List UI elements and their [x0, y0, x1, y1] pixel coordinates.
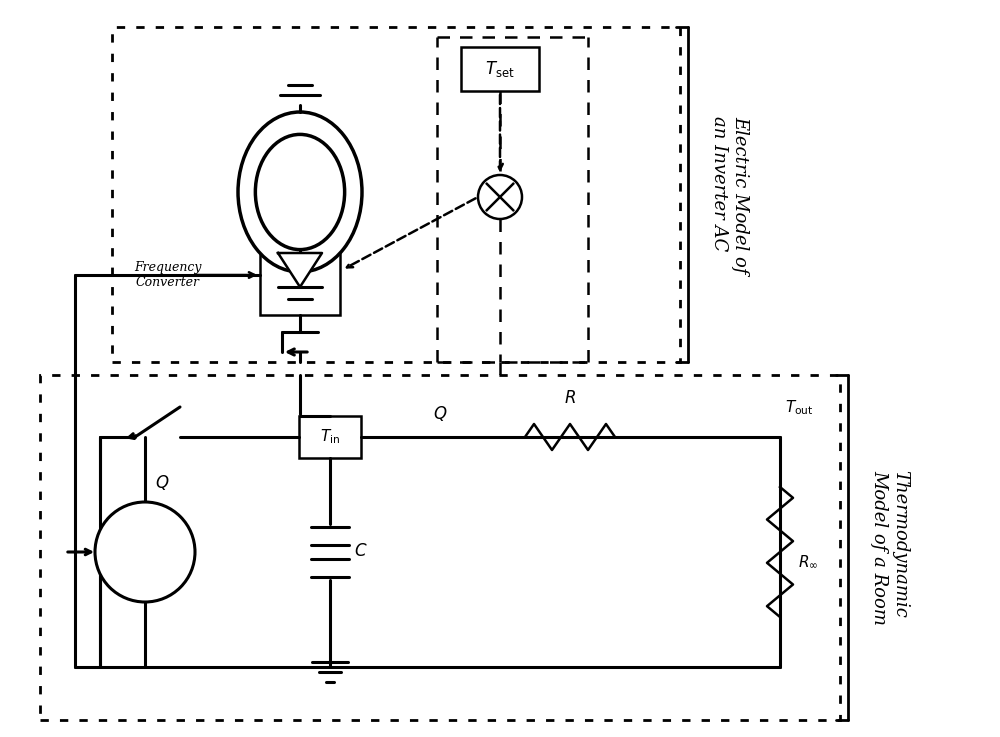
Circle shape [478, 175, 522, 219]
Text: $C$: $C$ [354, 543, 368, 561]
Circle shape [95, 502, 195, 602]
Bar [112, 27, 680, 362]
Bar [260, 235, 340, 315]
Polygon shape [278, 253, 322, 287]
Text: $R$: $R$ [564, 390, 576, 407]
Ellipse shape [238, 112, 362, 272]
Bar [299, 416, 361, 458]
Text: $T_{\mathrm{set}}$: $T_{\mathrm{set}}$ [485, 59, 515, 79]
Text: $R_{\infty}$: $R_{\infty}$ [798, 553, 818, 570]
Bar [40, 375, 840, 720]
Ellipse shape [255, 134, 345, 250]
Text: $T_{\mathrm{out}}$: $T_{\mathrm{out}}$ [785, 398, 814, 417]
Text: Thermodynamic
Model of a Room: Thermodynamic Model of a Room [870, 470, 909, 625]
Text: Electric Model of
an Inverter AC: Electric Model of an Inverter AC [710, 116, 749, 273]
Text: $T_{\mathrm{in}}$: $T_{\mathrm{in}}$ [320, 427, 340, 447]
Text: Frequency
Converter: Frequency Converter [134, 261, 202, 289]
Text: $Q$: $Q$ [155, 473, 169, 492]
Bar [461, 47, 539, 91]
Text: $Q$: $Q$ [433, 404, 447, 423]
